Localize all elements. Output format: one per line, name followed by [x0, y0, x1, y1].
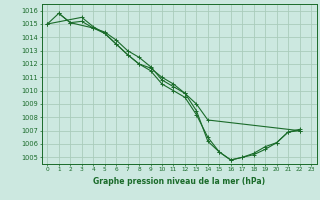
X-axis label: Graphe pression niveau de la mer (hPa): Graphe pression niveau de la mer (hPa) [93, 177, 265, 186]
